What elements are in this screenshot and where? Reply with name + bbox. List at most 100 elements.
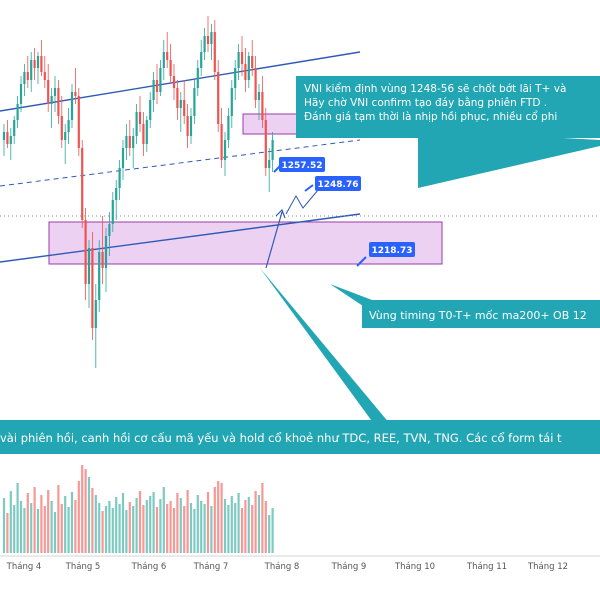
volume-bar xyxy=(104,506,108,553)
candle-body xyxy=(57,88,60,116)
volume-bar xyxy=(203,504,206,553)
candle-body xyxy=(203,36,206,52)
annotation-3-pointer xyxy=(260,268,390,424)
candle-body xyxy=(237,52,240,68)
annotation-1-line: Đánh giá tạm thời là nhịp hồi phục, nhiề… xyxy=(304,110,557,123)
candle-body xyxy=(53,88,57,96)
candle-body xyxy=(47,80,50,104)
candle-body xyxy=(142,124,145,144)
candle-body xyxy=(132,136,135,148)
volume-bar xyxy=(40,495,43,553)
x-axis: Tháng 4 Tháng 5 Tháng 6 Tháng 7 Tháng 8 Tháng… xyxy=(0,555,600,572)
candle-body xyxy=(264,120,267,168)
x-tick-label: Tháng 11 xyxy=(466,562,507,572)
candle-body xyxy=(234,68,237,88)
price-tags-layer: 1257.52 1248.76 1218.73 xyxy=(273,157,415,267)
channel-upper-line xyxy=(0,51,361,112)
volume-bar xyxy=(223,499,227,553)
volume-bar xyxy=(227,505,230,553)
candle-body xyxy=(2,132,6,140)
candle-body xyxy=(179,100,182,108)
price-tag-label: 1248.76 xyxy=(318,180,359,190)
candle-body xyxy=(9,136,12,144)
volume-bar xyxy=(234,503,237,553)
candle-body xyxy=(186,116,189,136)
candle-body xyxy=(64,132,67,140)
candle-body xyxy=(193,88,196,116)
channel-lower-line xyxy=(0,213,361,263)
annotation-1-pointer xyxy=(418,130,600,188)
volume-bar xyxy=(230,496,233,553)
candle-body xyxy=(13,120,16,136)
volume-bar xyxy=(121,493,125,553)
volume-bar xyxy=(145,500,148,553)
price-tag-box xyxy=(279,157,325,172)
candle-body xyxy=(121,148,125,168)
candle-body xyxy=(149,100,152,120)
candle-body xyxy=(50,96,53,104)
candle-body xyxy=(162,52,165,68)
volume-bar xyxy=(138,491,142,553)
volume-bar xyxy=(132,506,135,553)
candle-body xyxy=(67,120,70,132)
price-tag-label: 1257.52 xyxy=(282,161,323,171)
volume-bar xyxy=(149,496,152,553)
volume-bar xyxy=(91,488,94,553)
volume-bar xyxy=(217,481,220,553)
volume-bar xyxy=(60,504,63,553)
volume-bar xyxy=(9,491,12,553)
volume-bar xyxy=(108,501,111,553)
price-tag: 1218.73 xyxy=(369,242,415,257)
candle-body xyxy=(257,92,261,100)
volume-bar xyxy=(115,497,118,553)
candle-body xyxy=(176,88,179,108)
candle-body xyxy=(40,56,43,72)
x-tick-label: Tháng 12 xyxy=(527,562,568,572)
volume-bar xyxy=(172,508,176,553)
candle-body xyxy=(6,132,9,144)
volume-bar xyxy=(70,492,74,553)
volume-bar xyxy=(16,483,19,553)
candle-body xyxy=(87,248,91,284)
candle-body xyxy=(159,68,162,92)
volume-bar xyxy=(244,500,247,553)
candle-body xyxy=(251,56,254,68)
volume-bar xyxy=(19,501,23,553)
volume-bar xyxy=(36,509,40,553)
candle-body xyxy=(135,112,138,136)
volume-bar xyxy=(13,505,16,553)
volume-bar xyxy=(159,499,162,553)
volume-bar xyxy=(30,503,33,553)
annotation-2-line: Vùng timing T0-T+ mốc ma200+ OB 12 xyxy=(369,309,587,322)
volume-bar xyxy=(118,504,121,553)
candle-body xyxy=(108,224,111,236)
candle-body xyxy=(166,52,169,60)
projection-arrow-zigzag xyxy=(285,189,319,215)
volume-bar xyxy=(128,502,131,553)
price-tag-pointer xyxy=(273,165,281,173)
volume-bar xyxy=(84,469,87,553)
volume-bar xyxy=(200,501,203,553)
volume-bar xyxy=(268,515,271,553)
candle-body xyxy=(220,124,223,160)
volume-bar xyxy=(87,477,91,553)
candle-body xyxy=(111,200,114,224)
volume-bar xyxy=(166,504,169,553)
candle-body xyxy=(26,72,29,80)
candle-body xyxy=(19,84,23,104)
x-tick-label: Tháng 5 xyxy=(65,562,101,572)
candle-body xyxy=(213,32,216,72)
volume-bar xyxy=(26,493,29,553)
candle-body xyxy=(145,120,148,144)
candle-body xyxy=(128,136,131,148)
annotation-2-box xyxy=(362,300,600,328)
price-tag-box xyxy=(315,176,361,191)
volume-bar xyxy=(206,492,210,553)
candle-body xyxy=(77,96,80,148)
candle-body xyxy=(104,236,108,268)
candle-body xyxy=(244,64,247,80)
x-tick-label: Tháng 4 xyxy=(6,562,42,572)
candle-body xyxy=(155,80,159,92)
candle-body xyxy=(43,72,46,80)
